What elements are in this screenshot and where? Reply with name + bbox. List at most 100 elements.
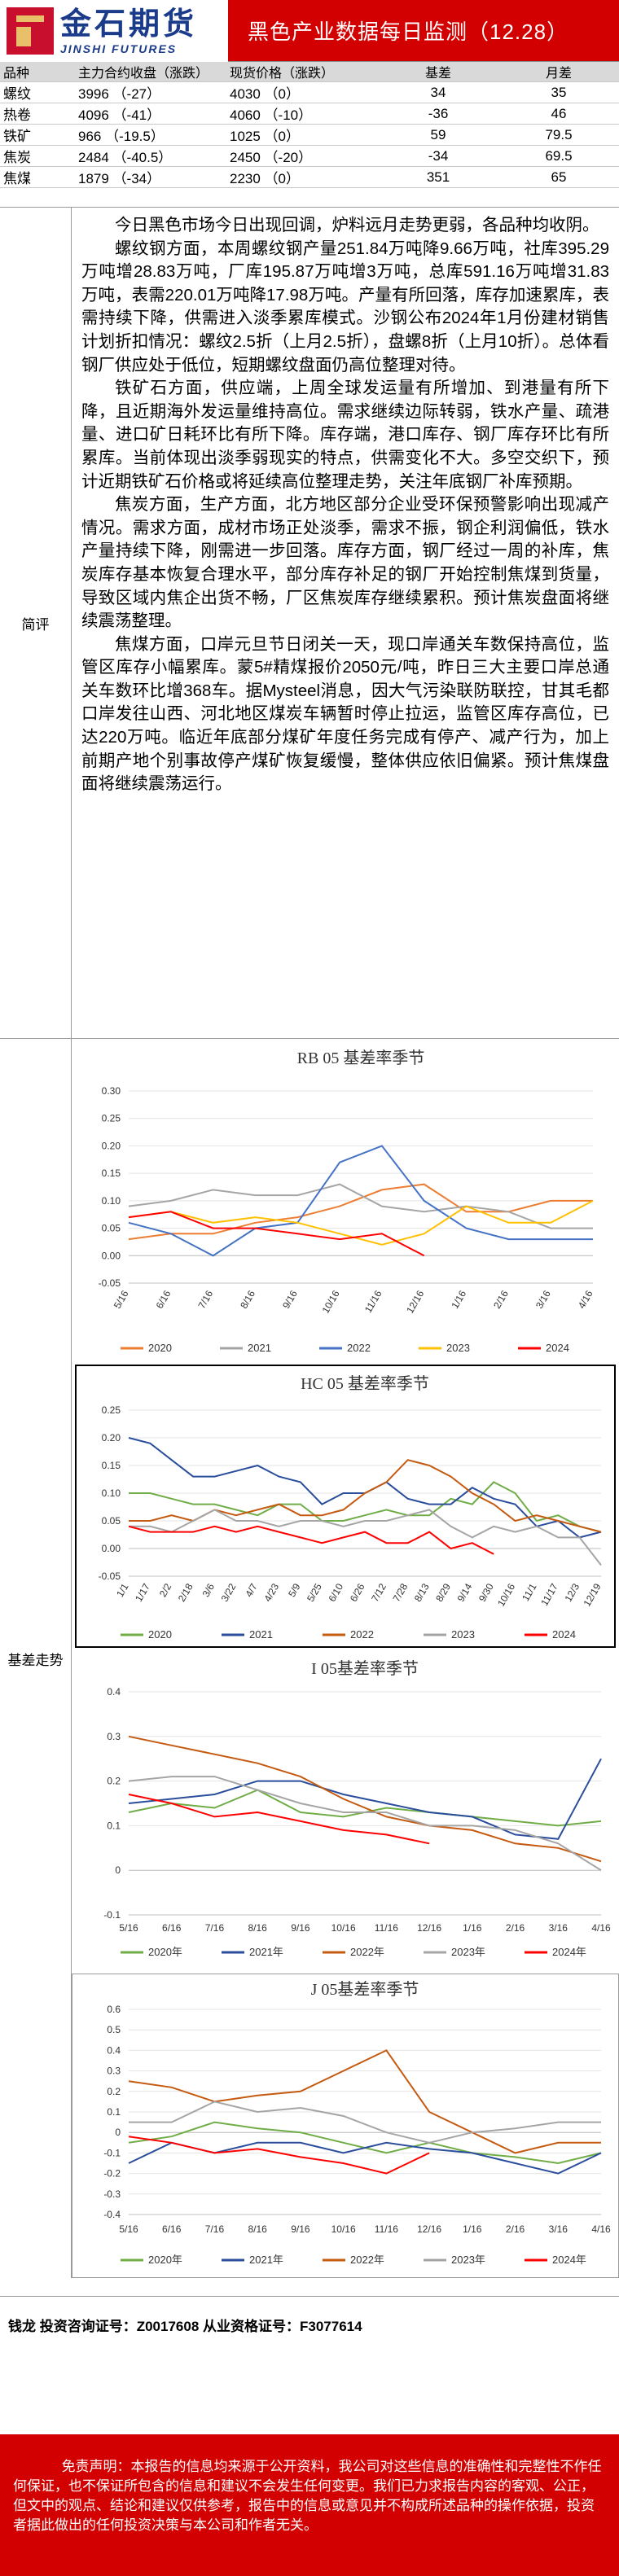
- x-tick-label: 9/30: [476, 1581, 496, 1604]
- table-cell: -34: [378, 145, 498, 167]
- x-tick-label: 11/16: [362, 1288, 384, 1315]
- table-cell: 4096 （-41）: [75, 103, 226, 125]
- x-tick-label: 5/25: [305, 1581, 324, 1604]
- x-tick-label: 1/16: [463, 2223, 482, 2235]
- x-tick-label: 12/16: [417, 2223, 441, 2235]
- analyst-info: 钱龙 投资咨询证号：Z0017608 从业资格证号：F3077614: [0, 2296, 619, 2353]
- x-tick-label: 7/28: [391, 1581, 410, 1604]
- legend-label: 2020年: [148, 2254, 182, 2266]
- x-tick-label: 11/1: [520, 1581, 539, 1603]
- chart-title: J 05基差率季节: [311, 1980, 419, 1999]
- y-tick-label: 0.4: [107, 2044, 121, 2056]
- legend-label: 2024年: [552, 1946, 586, 1958]
- x-tick-label: 6/16: [162, 2223, 182, 2235]
- x-tick-label: 1/1: [114, 1581, 131, 1599]
- table-cell: 热卷: [0, 103, 75, 125]
- y-tick-label: 0: [115, 2127, 121, 2138]
- x-tick-label: 7/16: [205, 1922, 225, 1934]
- table-cell: 966 （-19.5）: [75, 124, 226, 146]
- series-line: [128, 2136, 430, 2175]
- y-tick-label: 0.10: [102, 1487, 121, 1499]
- series-line: [129, 2101, 601, 2144]
- table-cell: 2450 （-20）: [226, 145, 378, 167]
- table-cell: 69.5: [498, 145, 619, 167]
- legend-label: 2023: [446, 1342, 470, 1354]
- x-tick-label: 3/16: [533, 1288, 553, 1311]
- table-cell: -36: [378, 103, 498, 125]
- commentary-paragraph: 今日黑色市场今日出现回调，炉料远月走势更弱，各品种均收阴。: [115, 216, 599, 234]
- basis-charts: RB 05 基差率季节 -0.05 0.00 0.05 0.10 0.15 0.20 0.25…: [72, 1039, 619, 2278]
- series-line: [129, 1509, 602, 1566]
- table-header-row: 品种 主力合约收盘（涨跌） 现货价格（涨跌） 基差 月差: [0, 62, 619, 82]
- legend-label: 2021: [248, 1342, 271, 1354]
- logo-name-cn: 金石期货: [60, 7, 198, 42]
- table-cell: 4060 （-10）: [226, 103, 378, 125]
- chart-i05: I 05基差率季节 -0.1 0 0.1 0.2 0.3 0.4 5/16 6/16 7/16 8/…: [72, 1653, 619, 1970]
- series-line: [128, 1183, 593, 1229]
- table-header-cell: 品种: [0, 62, 75, 82]
- x-tick-label: 1/16: [449, 1288, 468, 1311]
- x-tick-label: 5/16: [112, 1288, 131, 1311]
- legend-label: 2023年: [451, 1946, 485, 1958]
- chart-hc05-svg: HC 05 基差率季节 -0.05 0.00 0.05 0.10 0.15 0.20 0.25…: [99, 1374, 604, 1641]
- series-line: [128, 1525, 494, 1555]
- table-cell: 螺纹: [0, 81, 75, 103]
- legend-label: 2024: [552, 1628, 576, 1641]
- y-tick-label: 0.6: [107, 2004, 121, 2015]
- table-cell: 焦炭: [0, 145, 75, 167]
- y-tick-label: -0.4: [103, 2209, 121, 2220]
- series-line: [128, 1794, 430, 1845]
- x-tick-label: 9/16: [291, 2223, 310, 2235]
- series-line: [128, 2049, 601, 2154]
- legend-label: 2021: [249, 1628, 273, 1641]
- series-line: [128, 1735, 602, 1863]
- y-tick-label: -0.2: [103, 2168, 121, 2180]
- x-tick-label: 4/16: [576, 1288, 595, 1311]
- disclaimer-text: 免责声明：本报告的信息均来源于公开资料，我公司对这些信息的准确性和完整性不作任何…: [13, 2459, 602, 2533]
- commentary-text: 今日黑色市场今日出现回调，炉料远月走势更弱，各品种均收阴。 螺纹钢方面，本周螺纹…: [72, 207, 619, 1039]
- x-tick-label: 4/23: [261, 1581, 281, 1604]
- x-tick-label: 8/29: [433, 1581, 453, 1604]
- x-tick-label: 6/16: [162, 1922, 182, 1934]
- legend-label: 2022年: [350, 2254, 384, 2266]
- legend-label: 2024: [546, 1342, 569, 1354]
- y-tick-label: 0.2: [107, 1776, 121, 1787]
- chart-j05-svg: J 05基差率季节 -0.4 -0.3 -0.2 -0.1 0 0.1 0.2 0.3 0.4 0.…: [103, 1980, 611, 2266]
- table-cell: 铁矿: [0, 124, 75, 146]
- y-tick-label: 0: [115, 1864, 121, 1876]
- table-header-cell: 主力合约收盘（涨跌）: [75, 62, 226, 82]
- series-line: [128, 1776, 602, 1872]
- table-cell: 34: [378, 81, 498, 103]
- logo-icon: [7, 7, 54, 55]
- y-tick-label: 0.1: [107, 2106, 121, 2118]
- y-tick-label: -0.1: [103, 2147, 121, 2158]
- x-tick-label: 1/17: [133, 1581, 152, 1604]
- table-cell: 2230 （0）: [226, 166, 378, 188]
- x-tick-label: 9/16: [291, 1922, 310, 1934]
- report-header: 金石期货 JINSHI FUTURES 黑色产业数据每日监测（12.28）: [0, 0, 619, 62]
- y-tick-label: 0.05: [102, 1223, 121, 1234]
- legend-label: 2023: [451, 1628, 475, 1641]
- legend-label: 2021年: [249, 1946, 283, 1958]
- x-tick-label: 10/16: [320, 1288, 342, 1315]
- legend-label: 2022年: [350, 1946, 384, 1958]
- x-tick-label: 12/16: [404, 1288, 426, 1315]
- legend-label: 2021年: [249, 2254, 283, 2266]
- table-cell: 3996 （-27）: [75, 81, 226, 103]
- y-tick-label: 0.3: [107, 2066, 121, 2077]
- x-tick-label: 9/14: [455, 1581, 475, 1604]
- chart-hc05-frame: [75, 1365, 616, 1648]
- x-tick-label: 3/6: [200, 1581, 217, 1599]
- x-tick-label: 10/16: [331, 2223, 356, 2235]
- table-cell: 46: [498, 103, 619, 125]
- table-row: 螺纹 3996 （-27） 4030 （0） 34 35: [0, 81, 619, 103]
- commentary-paragraph: 螺纹钢方面，本周螺纹钢产量251.84万吨降9.66万吨，社库395.29万吨增…: [81, 239, 609, 375]
- report-title: 黑色产业数据每日监测（12.28）: [228, 0, 619, 61]
- chart-title: HC 05 基差率季节: [301, 1374, 429, 1393]
- series-line: [128, 1437, 602, 1539]
- y-tick-label: 0.4: [107, 1686, 121, 1698]
- y-tick-label: 0.15: [102, 1168, 121, 1179]
- y-tick-label: 0.20: [102, 1432, 121, 1444]
- x-tick-label: 8/16: [248, 2223, 268, 2235]
- x-tick-label: 7/12: [369, 1581, 389, 1604]
